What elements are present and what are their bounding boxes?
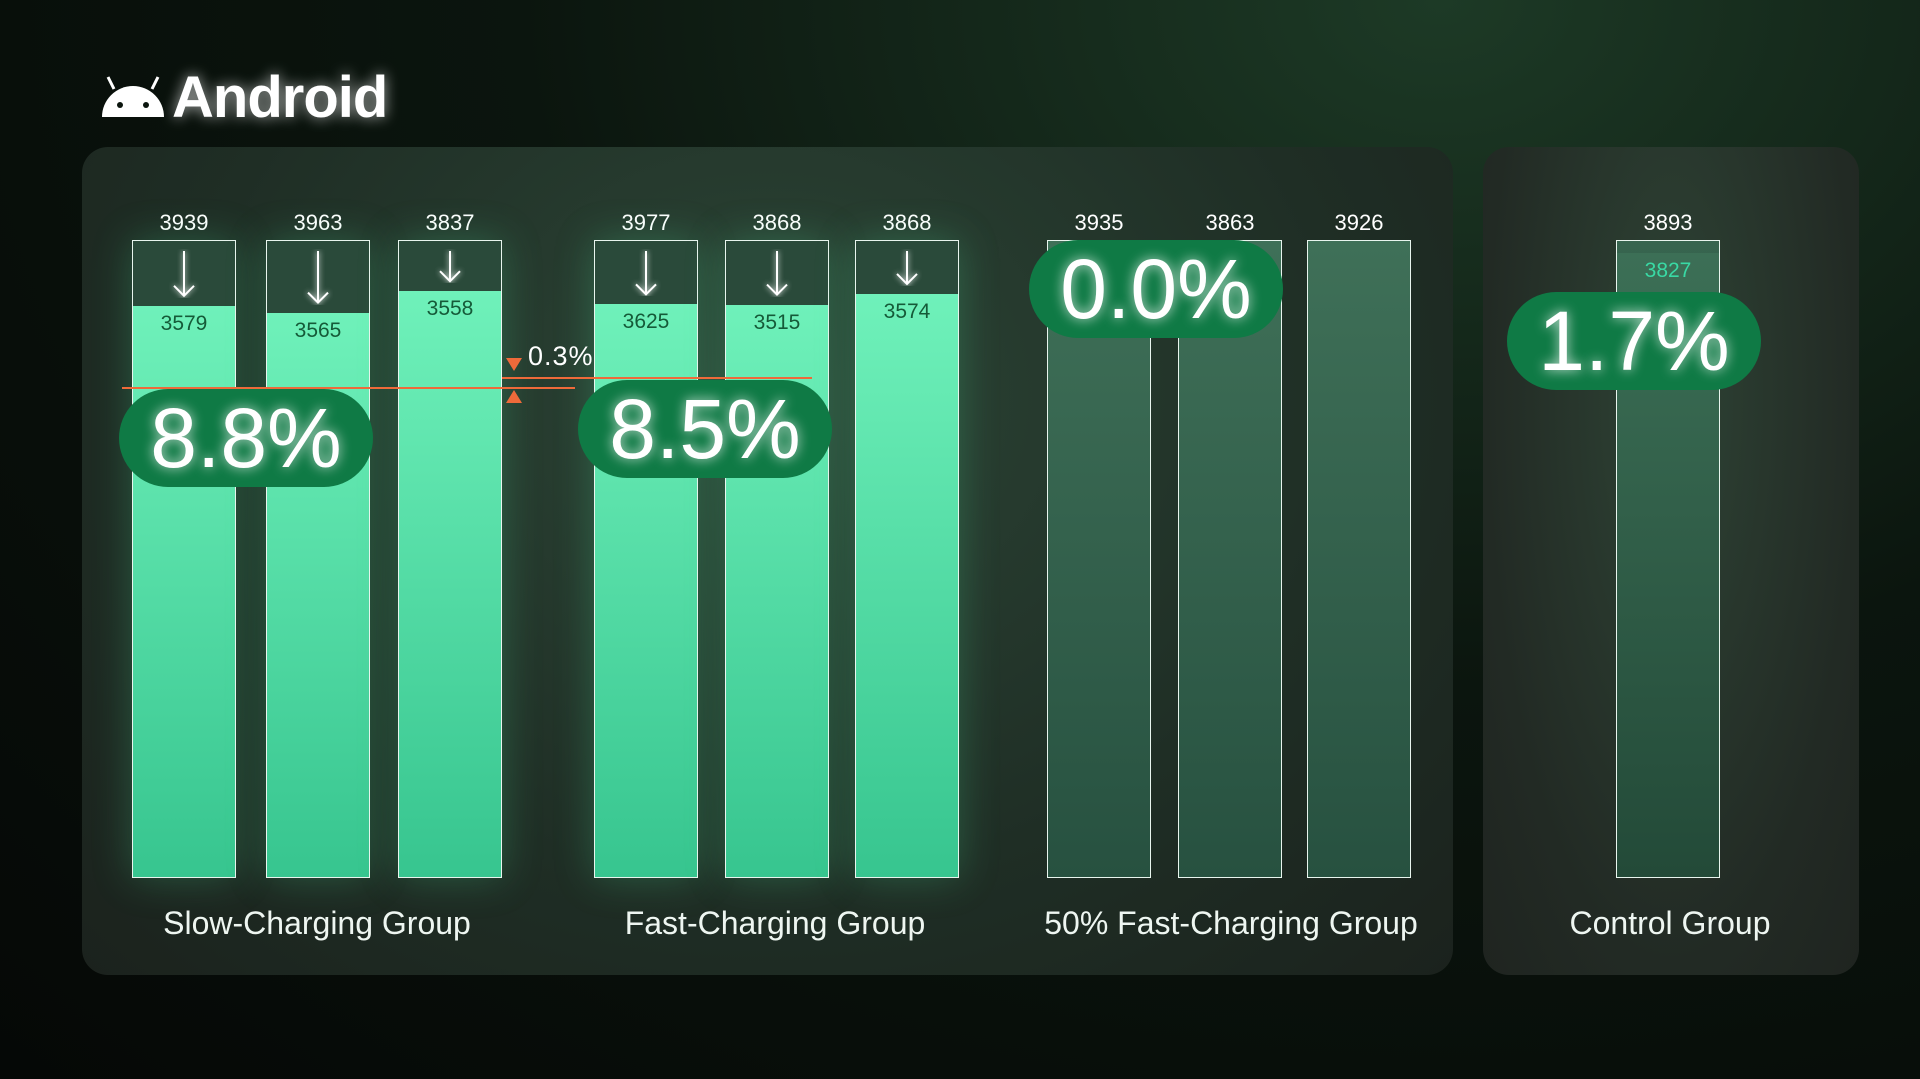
bar: 3579 <box>132 240 236 878</box>
down-triangle-icon <box>506 358 522 371</box>
bar-fill <box>856 293 958 877</box>
group-label: Slow-Charging Group <box>163 905 471 941</box>
bar-start-value: 3893 <box>1643 210 1693 235</box>
bar <box>1047 240 1151 878</box>
android-icon <box>102 76 164 117</box>
bar-start-value: 3977 <box>621 210 671 235</box>
group-label: 50% Fast-Charging Group <box>1044 905 1418 941</box>
bar-start-value: 3935 <box>1074 210 1124 235</box>
down-arrow-icon <box>896 251 918 286</box>
down-arrow-icon <box>635 251 657 296</box>
bar: 3565 <box>266 240 370 878</box>
bar <box>1307 240 1411 878</box>
bar-start-value: 3939 <box>159 210 209 235</box>
bar-fill <box>399 291 501 877</box>
android-logo: Android <box>100 64 388 130</box>
group-label: Control Group <box>1569 905 1771 941</box>
group-label: Fast-Charging Group <box>624 905 926 941</box>
down-arrow-icon <box>173 251 195 298</box>
bar: 3574 <box>855 240 959 878</box>
bar: 3558 <box>398 240 502 878</box>
page-title: Android <box>172 64 388 130</box>
bar-end-value: 3515 <box>753 310 801 334</box>
bar-end-value: 3827 <box>1644 259 1692 282</box>
bar-end-value: 3625 <box>622 310 670 334</box>
bar-start-value: 3868 <box>882 210 932 235</box>
drop-percentage-badge: 8.5% <box>578 380 832 478</box>
bar-start-value: 3863 <box>1205 210 1255 235</box>
bar <box>1178 240 1282 878</box>
bar-start-value: 3963 <box>293 210 343 235</box>
bar-end-value: 3565 <box>294 318 342 342</box>
difference-label: 0.3% <box>528 341 594 371</box>
bar-end-value: 3579 <box>160 311 208 335</box>
bar-start-value: 3926 <box>1334 210 1384 235</box>
bar: 3625 <box>594 240 698 878</box>
bar-end-value: 3574 <box>883 299 931 323</box>
fast-group-reference-line <box>502 377 812 379</box>
bar-start-value: 3868 <box>752 210 802 235</box>
bar-end-value: 3558 <box>426 297 474 321</box>
down-arrow-icon <box>766 251 788 296</box>
up-triangle-icon <box>506 390 522 403</box>
down-arrow-icon <box>307 251 329 305</box>
slow-group-reference-line <box>122 387 575 389</box>
drop-percentage-badge: 8.8% <box>119 389 373 487</box>
down-arrow-icon <box>439 251 461 283</box>
bar-start-value: 3837 <box>425 210 475 235</box>
drop-percentage-badge: 0.0% <box>1029 240 1283 338</box>
bar: 3515 <box>725 240 829 878</box>
drop-percentage-badge: 1.7% <box>1507 292 1761 390</box>
